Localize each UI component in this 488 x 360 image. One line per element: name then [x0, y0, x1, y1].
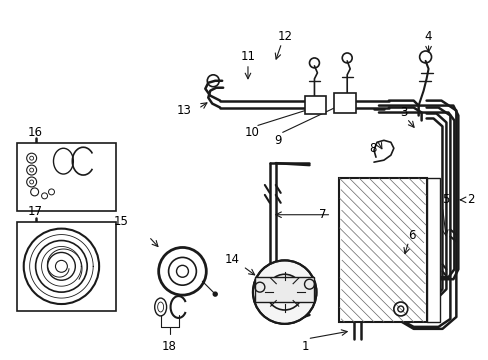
Text: 14: 14 — [224, 253, 239, 266]
Text: 13: 13 — [177, 104, 191, 117]
Text: 18: 18 — [162, 340, 177, 353]
Text: 1: 1 — [301, 340, 308, 353]
Text: 3: 3 — [399, 106, 407, 119]
Bar — [304, 96, 325, 113]
Text: 8: 8 — [368, 142, 376, 155]
Text: 2: 2 — [467, 193, 474, 206]
Circle shape — [213, 292, 217, 296]
Text: 12: 12 — [277, 30, 292, 42]
Bar — [339, 178, 426, 322]
Bar — [426, 178, 440, 322]
Text: 11: 11 — [240, 50, 255, 63]
Text: 15: 15 — [113, 215, 128, 228]
Text: 10: 10 — [244, 126, 259, 139]
Bar — [254, 277, 314, 302]
Text: 5: 5 — [441, 193, 448, 206]
Bar — [17, 222, 116, 311]
Text: 17: 17 — [28, 205, 43, 218]
Text: 4: 4 — [424, 30, 431, 42]
Text: 9: 9 — [273, 134, 281, 147]
Bar — [17, 143, 116, 211]
Circle shape — [252, 260, 316, 324]
Text: 6: 6 — [407, 229, 415, 242]
Bar — [334, 93, 355, 113]
Text: 16: 16 — [28, 126, 43, 139]
Text: 7: 7 — [318, 208, 325, 221]
